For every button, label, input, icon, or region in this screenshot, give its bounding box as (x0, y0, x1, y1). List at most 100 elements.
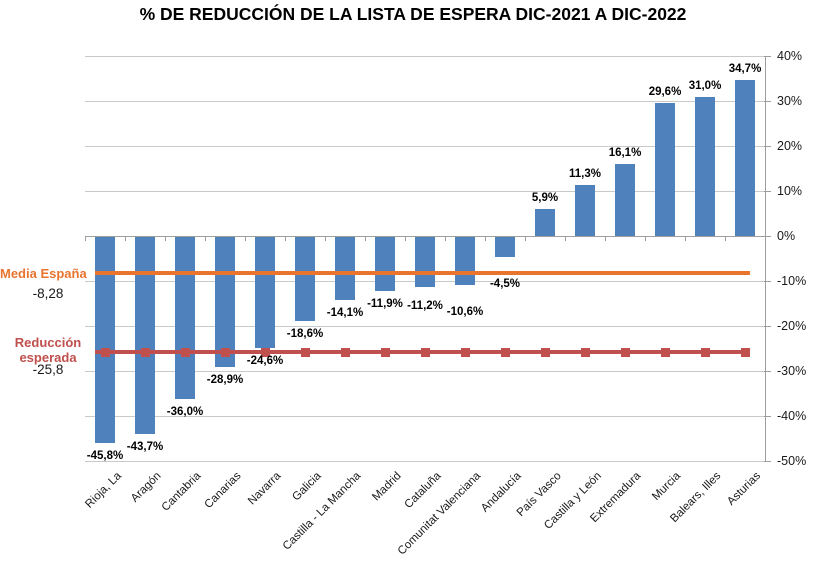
x-axis-label: Castilla - La Mancha (280, 470, 364, 553)
x-axis-label: Galicia (290, 470, 324, 504)
refline-marker-reduccion-esperada (660, 347, 670, 357)
gridline--50% (85, 461, 765, 462)
y-axis-tick (764, 326, 771, 327)
bar-value-label: 31,0% (688, 79, 722, 92)
refline-marker-reduccion-esperada (300, 347, 310, 357)
category-tick (245, 236, 246, 241)
refline-marker-reduccion-esperada (340, 347, 350, 357)
y-axis-tick (764, 461, 771, 462)
bar-Comunitat Valenciana (455, 237, 475, 285)
refline-marker-reduccion-esperada (460, 347, 470, 357)
y-axis-label: -20% (777, 319, 807, 333)
refline-marker-reduccion-esperada (700, 347, 710, 357)
bar-value-label: 11,3% (569, 168, 601, 181)
bar-value-label: -45,8% (86, 450, 124, 463)
y-axis-label: 40% (777, 49, 803, 63)
refline-marker-reduccion-esperada (620, 347, 630, 357)
bar-value-label: -4,5% (489, 278, 521, 291)
bar-Castilla - La Mancha (335, 237, 355, 301)
y-axis-label: 30% (777, 94, 803, 108)
bar-value-label: -10,6% (446, 305, 484, 318)
x-axis-label: Asturias (725, 470, 764, 508)
y-axis-tick (764, 191, 771, 192)
refline-marker-reduccion-esperada (420, 347, 430, 357)
bar-Navarra (255, 237, 275, 348)
refline-marker-reduccion-esperada (540, 347, 550, 357)
category-tick (165, 236, 166, 241)
category-tick (485, 236, 486, 241)
refline-marker-reduccion-esperada (180, 347, 190, 357)
bar-Asturias (735, 79, 755, 236)
bar-value-label: -24,6% (246, 354, 284, 367)
bar-Canarias (215, 237, 235, 368)
gridline--20% (85, 326, 765, 327)
y-axis-tick (764, 101, 771, 102)
bar-value-label: -11,9% (367, 297, 403, 310)
refline-marker-reduccion-esperada (140, 347, 150, 357)
refline-marker-reduccion-esperada (100, 347, 110, 357)
gridline-40% (85, 56, 765, 57)
bar-value-label: 29,6% (648, 85, 682, 98)
x-axis-label: Comunitat Valenciana (396, 470, 484, 558)
refline-marker-reduccion-esperada (500, 347, 510, 357)
bar-value-label: 16,1% (608, 146, 642, 159)
bar-Aragón (135, 237, 155, 434)
category-tick (525, 236, 526, 241)
bar-País Vasco (535, 209, 555, 236)
y-axis-label: 20% (777, 139, 803, 153)
x-axis-label: Cantabria (159, 470, 204, 514)
bar-value-label: -14,1% (326, 307, 364, 320)
gridline--40% (85, 416, 765, 417)
category-tick (365, 236, 366, 241)
chart-title: % DE REDUCCIÓN DE LA LISTA DE ESPERA DIC… (139, 4, 687, 24)
media-espana-value: -8,28 (32, 286, 64, 301)
bar-Cataluña (415, 237, 435, 288)
refline-marker-reduccion-esperada (220, 347, 230, 357)
category-tick (205, 236, 206, 241)
bar-value-label: -36,0% (166, 406, 204, 418)
bar-value-label: -43,7% (126, 440, 164, 453)
bar-value-label: -11,2% (407, 300, 443, 313)
gridline-0% (85, 236, 765, 237)
refline-marker-reduccion-esperada (380, 347, 390, 357)
category-tick (445, 236, 446, 241)
gridline-30% (85, 101, 765, 102)
category-tick (685, 236, 686, 241)
y-axis-tick (764, 371, 771, 372)
y-axis-tick (764, 281, 771, 282)
gridline--30% (85, 371, 765, 372)
y-axis-tick (764, 146, 771, 147)
gridline-10% (85, 191, 765, 192)
y-axis-tick (764, 416, 771, 417)
bar-Balears, Illes (695, 96, 715, 236)
y-axis-label: 10% (777, 184, 803, 198)
y-axis-tick (764, 56, 771, 57)
x-axis-label: Canarias (202, 470, 244, 512)
y-axis-label: -50% (777, 454, 807, 468)
y-axis-label: -30% (777, 364, 807, 378)
category-tick (765, 236, 766, 241)
y-axis-line (765, 56, 766, 461)
bar-Cantabria (175, 237, 195, 399)
reduccion-esperada-value: -25,8 (32, 362, 64, 377)
refline-media-espana (95, 271, 750, 276)
bar-Andalucía (495, 237, 515, 258)
x-axis-label: Madrid (370, 470, 404, 504)
category-tick (645, 236, 646, 241)
bar-Extremadura (615, 163, 635, 236)
category-tick (605, 236, 606, 241)
y-axis-label: -10% (777, 274, 807, 288)
category-tick (725, 236, 726, 241)
category-tick (565, 236, 566, 241)
category-tick (85, 236, 86, 241)
media-espana-label: Media España (0, 266, 87, 281)
refline-marker-reduccion-esperada (580, 347, 590, 357)
bar-value-label: 5,9% (531, 192, 559, 205)
refline-marker-reduccion-esperada (260, 347, 270, 357)
gridline-20% (85, 146, 765, 147)
bar-Murcia (655, 102, 675, 236)
x-axis-label: Rioja, La (82, 470, 124, 511)
bar-value-label: 34,7% (728, 62, 762, 75)
